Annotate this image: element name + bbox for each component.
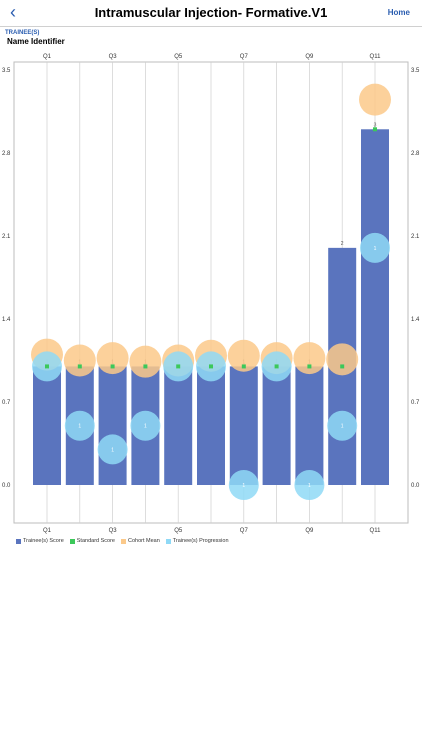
progression-bubble <box>130 410 161 441</box>
home-button[interactable]: Home <box>387 8 410 17</box>
progression-label: 1 <box>111 447 114 453</box>
bar <box>98 366 127 485</box>
name-identifier: Name Identifier <box>7 37 65 46</box>
standard-score-marker <box>241 364 246 369</box>
bar <box>33 366 61 485</box>
y-tick-label-left: 1.4 <box>2 317 11 323</box>
x-tick-label-bottom: Q1 <box>43 528 52 534</box>
standard-score-marker <box>274 364 279 369</box>
x-tick-label-bottom: Q7 <box>240 528 249 534</box>
y-tick-label-left: 0.7 <box>2 400 11 406</box>
x-tick-label-bottom: Q3 <box>109 528 118 534</box>
progression-bubble <box>327 410 358 441</box>
legend-swatch <box>16 538 21 544</box>
cohort-mean-bubble <box>129 345 162 378</box>
bar <box>262 366 291 485</box>
progression-label: 1 <box>341 424 344 430</box>
y-tick-label-left: 0.0 <box>2 483 11 489</box>
bar <box>229 366 258 485</box>
legend-item: Trainee(s) Progression <box>165 538 229 544</box>
progression-label: 1 <box>78 424 81 430</box>
back-button[interactable]: ‹ <box>4 2 22 22</box>
bar-value-label: 3 <box>374 122 377 128</box>
section-label: TRAINEE(S) <box>5 30 40 36</box>
progression-label: 1 <box>242 483 245 489</box>
bar-value-label: 2 <box>341 241 344 247</box>
legend-swatch <box>120 538 126 544</box>
cohort-mean-bubble <box>293 342 326 375</box>
legend-swatch <box>165 538 171 544</box>
bar <box>361 129 389 485</box>
x-tick-label-top: Q3 <box>109 54 118 60</box>
standard-score-marker <box>45 364 49 369</box>
x-tick-label-top: Q5 <box>174 54 183 60</box>
progression-bubble <box>64 410 95 441</box>
progression-bubble <box>360 232 390 263</box>
standard-score-marker <box>209 364 213 369</box>
legend-item: Trainee(s) Score <box>16 538 64 544</box>
cohort-mean-bubble <box>63 344 96 377</box>
bar <box>197 366 225 485</box>
standard-score-marker <box>176 364 181 369</box>
y-tick-label-right: 0.0 <box>411 483 420 489</box>
progression-label: 1 <box>374 246 377 252</box>
standard-score-marker <box>373 127 377 132</box>
chevron-left-icon: ‹ <box>10 2 16 22</box>
x-tick-label-top: Q9 <box>305 54 314 60</box>
legend-label: Trainee(s) Progression <box>172 538 229 544</box>
x-tick-label-bottom: Q9 <box>305 528 314 534</box>
x-tick-label-bottom: Q5 <box>174 528 183 534</box>
legend-label: Trainee(s) Score <box>23 538 64 544</box>
y-tick-label-right: 3.5 <box>411 68 420 74</box>
cohort-mean-bubble <box>96 342 129 375</box>
y-tick-label-left: 2.1 <box>2 234 11 240</box>
progression-label: 1 <box>308 483 311 489</box>
standard-score-marker <box>143 364 148 369</box>
chart-legend: Trainee(s) Score Standard Score Cohort Mea… <box>16 538 229 544</box>
x-tick-label-top: Q1 <box>43 54 52 60</box>
page-title: Intramuscular Injection- Formative.V1 <box>94 5 328 20</box>
bar <box>164 366 193 485</box>
y-tick-label-left: 2.8 <box>2 151 11 157</box>
y-tick-label-right: 2.8 <box>411 151 420 157</box>
standard-score-marker <box>340 364 345 369</box>
bar <box>295 366 324 485</box>
progression-bubble <box>228 470 259 500</box>
legend-label: Cohort Mean <box>127 538 160 544</box>
y-tick-label-right: 2.1 <box>411 234 420 240</box>
progression-label: 1 <box>144 424 147 430</box>
standard-score-marker <box>110 364 115 369</box>
legend-item: Standard Score <box>69 538 115 544</box>
y-tick-label-left: 3.5 <box>2 68 11 74</box>
cohort-mean-bubble <box>227 339 260 372</box>
legend-swatch <box>69 538 75 544</box>
progression-bubble <box>97 434 128 465</box>
y-tick-label-right: 0.7 <box>411 400 420 406</box>
progression-bubble <box>294 470 325 500</box>
x-tick-label-top: Q7 <box>240 54 249 60</box>
legend-item: Cohort Mean <box>120 538 160 544</box>
standard-score-marker <box>77 364 82 369</box>
x-tick-label-bottom: Q11 <box>370 528 382 534</box>
score-chart: 0.0 0.0 0.7 0.7 1.4 1.4 2.1 2.1 2.8 2.8 3.5 3.5 Q1 Q1… <box>2 54 420 534</box>
legend-label: Standard Score <box>76 538 115 544</box>
nav-bar: ‹ Intramuscular Injection- Formative.V1 … <box>0 0 422 27</box>
y-tick-label-right: 1.4 <box>411 317 420 323</box>
x-tick-label-top: Q11 <box>370 54 382 60</box>
cohort-mean-bubble <box>359 83 391 116</box>
standard-score-marker <box>307 364 312 369</box>
cohort-mean-bubble <box>326 343 359 376</box>
